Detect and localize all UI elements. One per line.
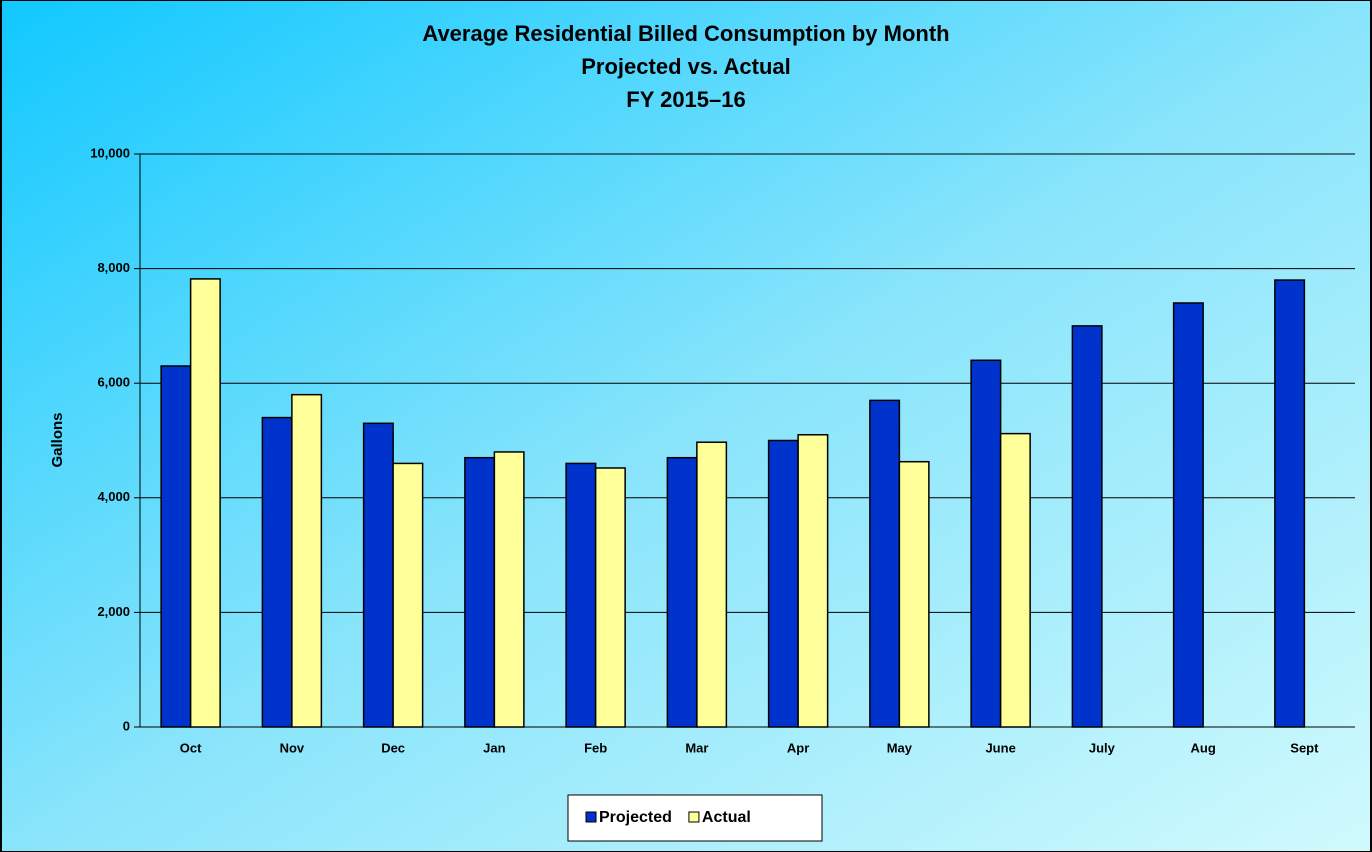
bar	[464, 456, 496, 728]
bar	[767, 439, 799, 728]
x-tick-label: May	[887, 740, 913, 755]
bar	[493, 451, 525, 728]
bar	[797, 434, 829, 728]
x-tick-label: Sept	[1290, 740, 1319, 755]
chart-subtitle: FY 2015–16	[626, 87, 745, 112]
x-tick-label: Nov	[280, 740, 305, 755]
bar	[362, 422, 394, 728]
legend-label: Actual	[702, 809, 751, 826]
bar	[999, 432, 1031, 728]
x-tick-label: Apr	[787, 740, 809, 755]
bar	[160, 365, 192, 728]
bar	[594, 467, 626, 728]
bar	[898, 460, 930, 728]
legend-swatch	[688, 811, 700, 823]
x-tick-label: Dec	[381, 740, 405, 755]
x-tick-label: Oct	[180, 740, 202, 755]
bar	[261, 416, 293, 728]
x-tick-label: Feb	[584, 740, 607, 755]
y-tick-label: 4,000	[97, 489, 130, 504]
y-tick-label: 10,000	[90, 145, 130, 160]
legend-label: Projected	[599, 809, 672, 826]
x-tick-label: Aug	[1190, 740, 1215, 755]
bar	[869, 399, 901, 728]
y-tick-label: 8,000	[97, 260, 130, 275]
x-tick-label: Mar	[685, 740, 708, 755]
bar	[565, 462, 597, 728]
y-tick-label: 2,000	[97, 604, 130, 619]
x-tick-label: July	[1089, 740, 1116, 755]
y-tick-label: 6,000	[97, 375, 130, 390]
bar	[696, 441, 728, 728]
bar	[189, 278, 221, 728]
legend-swatch	[585, 811, 597, 823]
y-axis-label: Gallons	[49, 412, 66, 467]
bar	[970, 359, 1002, 728]
bar	[291, 393, 323, 728]
bar	[1071, 325, 1103, 728]
chart-title: Average Residential Billed Consumption b…	[422, 21, 949, 46]
bar	[666, 456, 698, 728]
bar	[1274, 279, 1306, 728]
x-tick-label: June	[985, 740, 1015, 755]
y-tick-label: 0	[123, 718, 130, 733]
bar	[1172, 302, 1204, 728]
chart-subtitle: Projected vs. Actual	[581, 54, 790, 79]
bar	[392, 462, 424, 728]
x-tick-label: Jan	[483, 740, 505, 755]
